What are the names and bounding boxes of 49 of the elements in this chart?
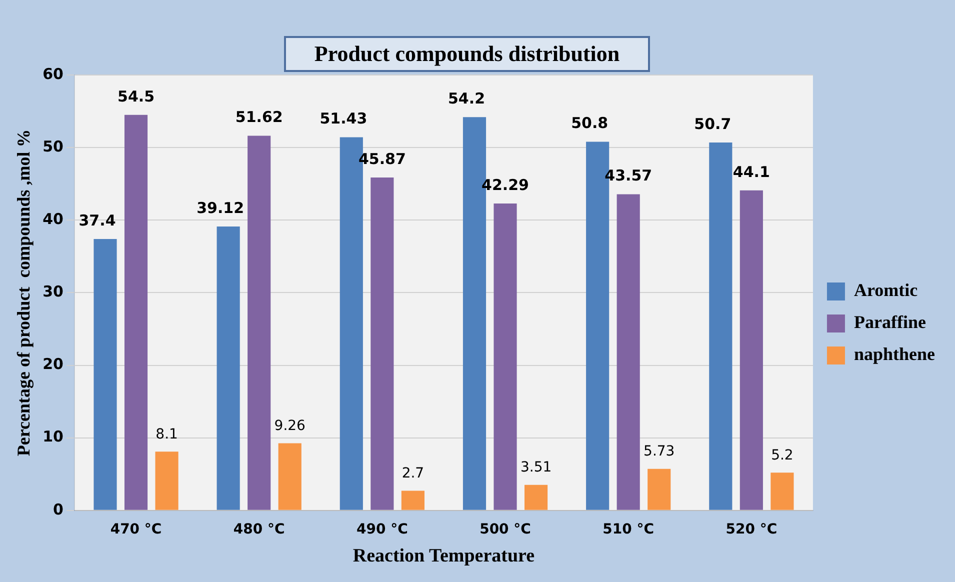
bar — [494, 204, 517, 510]
data-label: 54.2 — [448, 89, 485, 108]
data-label: 50.7 — [694, 114, 732, 133]
y-tick-label: 60 — [42, 64, 64, 83]
bar — [278, 443, 302, 510]
bar — [524, 484, 548, 510]
x-tick-label: 500 °C — [480, 521, 531, 538]
data-label: 9.26 — [274, 418, 306, 434]
chart-title: Product compounds distribution — [284, 36, 650, 72]
data-label: 2.7 — [402, 465, 424, 482]
data-label: 51.62 — [235, 108, 283, 126]
y-tick-label: 20 — [42, 355, 64, 374]
bar — [770, 472, 794, 510]
bar — [709, 142, 732, 510]
x-tick-label: 510 °C — [602, 521, 654, 538]
bar — [401, 490, 424, 510]
data-label: 50.8 — [571, 114, 608, 132]
legend-label: Aromtic — [854, 280, 918, 300]
data-label: 54.5 — [118, 87, 155, 106]
data-label: 44.1 — [732, 162, 770, 181]
legend-label: Paraffine — [854, 312, 926, 332]
bar — [155, 452, 178, 510]
data-label: 8.1 — [156, 426, 178, 442]
data-label: 39.12 — [196, 198, 244, 217]
bar — [94, 239, 117, 510]
data-label: 51.43 — [320, 110, 368, 128]
bar — [124, 114, 148, 510]
y-tick-label: 50 — [42, 137, 64, 156]
bar — [216, 226, 240, 510]
x-tick-label: 470 °C — [110, 521, 162, 538]
x-tick-label: 520 °C — [726, 521, 778, 538]
bar — [370, 178, 394, 510]
y-axis-title: Percentage of product compounds ,mol % — [13, 129, 34, 456]
x-tick-label: 480 °C — [233, 521, 285, 538]
data-label: 5.73 — [644, 443, 675, 460]
data-label: 5.2 — [771, 447, 794, 464]
y-tick-label: 30 — [42, 282, 64, 301]
bar — [248, 136, 271, 510]
bar — [648, 468, 671, 510]
legend-label: naphthene — [854, 344, 936, 364]
bar — [740, 190, 763, 510]
data-label: 3.51 — [520, 460, 552, 476]
x-tick-label: 490 °C — [356, 521, 408, 538]
y-tick-label: 40 — [42, 210, 64, 228]
y-tick-label: 10 — [42, 428, 64, 446]
x-axis-title: Reaction Temperature — [352, 546, 535, 567]
data-label: 37.4 — [78, 211, 116, 230]
y-tick-label: 0 — [53, 500, 64, 518]
bar — [616, 194, 640, 510]
